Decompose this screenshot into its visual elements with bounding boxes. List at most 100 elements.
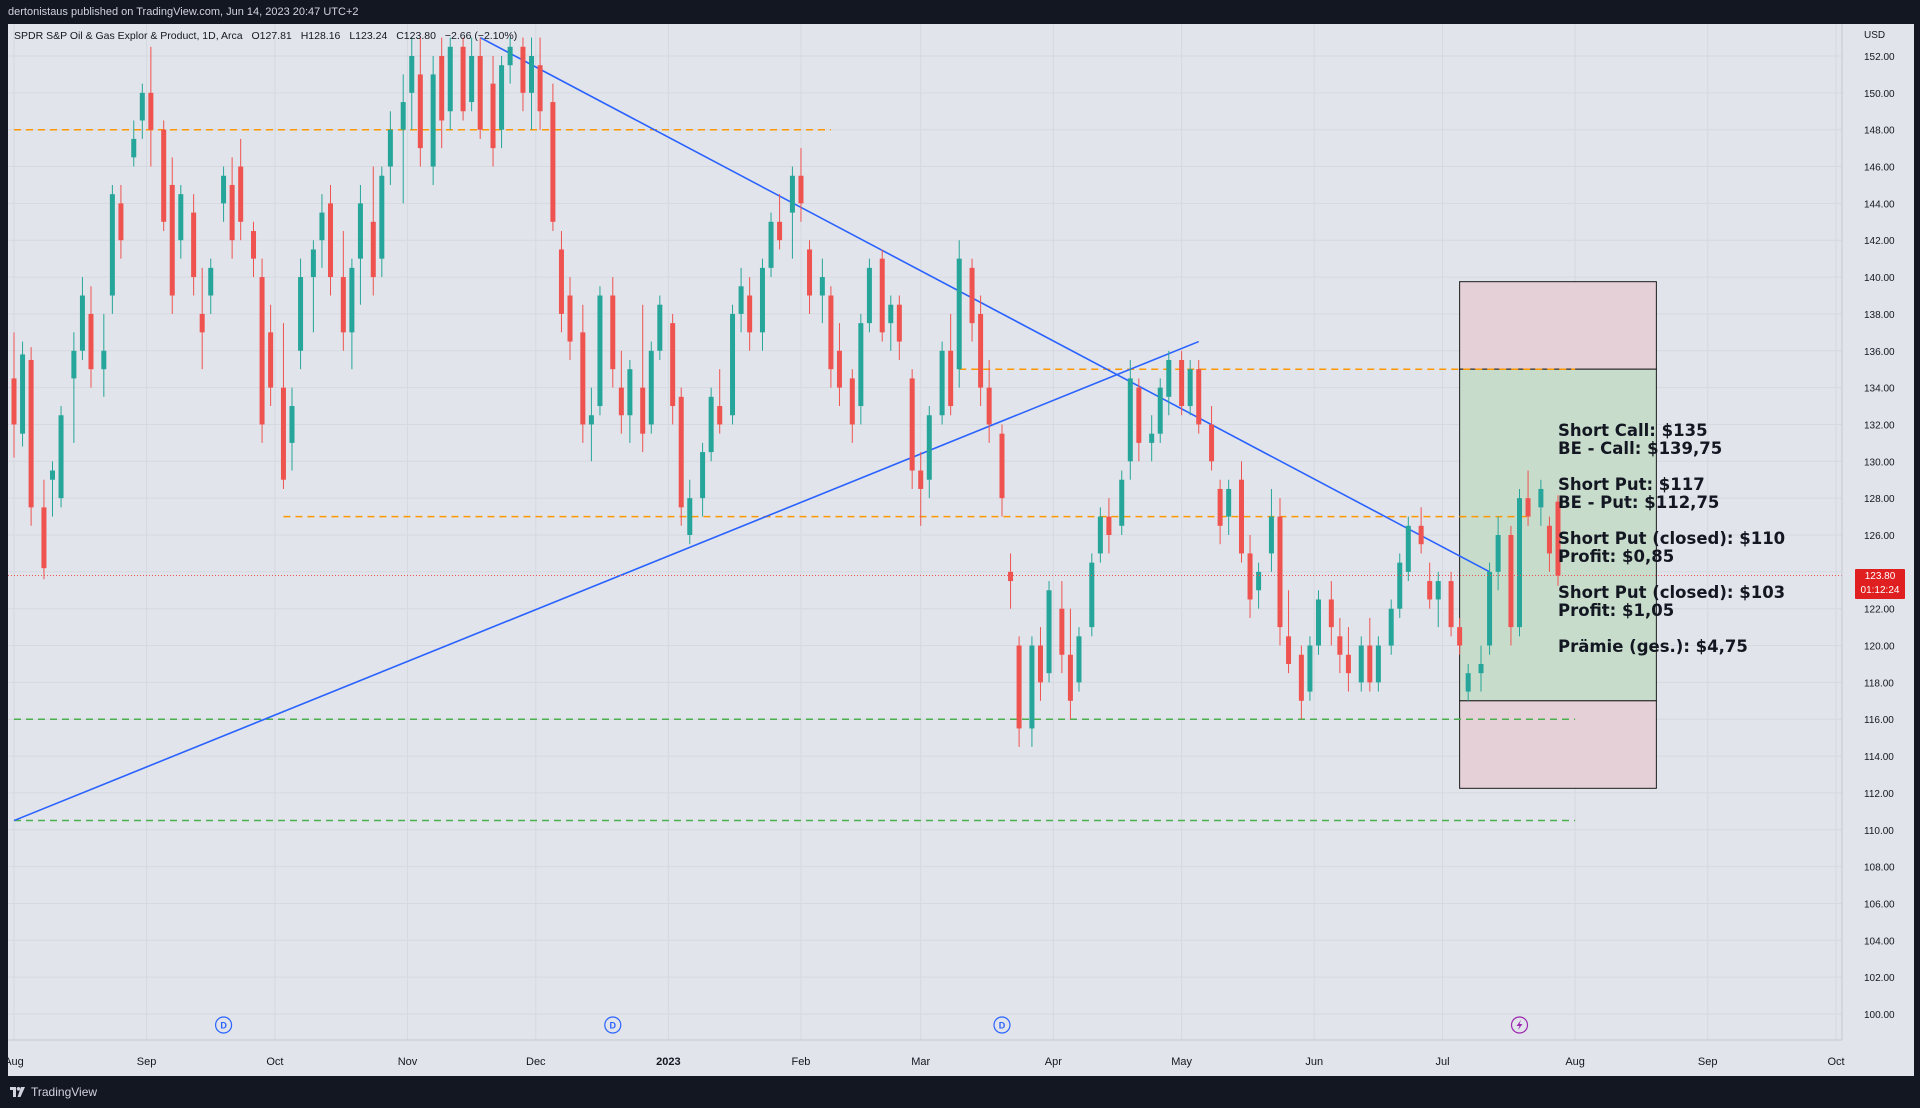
candle-body xyxy=(1196,369,1202,425)
trendline[interactable] xyxy=(13,340,1200,822)
price-tick-label: 130.00 xyxy=(1864,457,1895,468)
candle-body xyxy=(828,295,834,370)
candle-down xyxy=(11,332,17,458)
dividend-marker-label: D xyxy=(999,1021,1006,1031)
candle-body xyxy=(447,46,453,112)
dividend-marker-icon[interactable]: D xyxy=(604,1016,622,1034)
time-tick-label: Dec xyxy=(526,1056,546,1068)
candle-up xyxy=(400,74,406,204)
candle-body xyxy=(747,295,753,333)
candle-body xyxy=(529,56,535,93)
candle-up xyxy=(1405,516,1411,582)
candle-down xyxy=(537,37,543,130)
candle-body xyxy=(28,359,34,508)
candle-down xyxy=(618,350,624,434)
candle-up xyxy=(1187,359,1193,416)
candle-body xyxy=(379,175,385,259)
tradingview-logo[interactable]: TradingView xyxy=(10,1085,97,1099)
price-tick-label: 138.00 xyxy=(1864,310,1895,321)
dividend-marker-icon[interactable]: D xyxy=(993,1016,1011,1034)
price-axis[interactable]: USD 100.00 102.00 104.00 106.00 108.00 110.00 1… xyxy=(1841,24,1914,1040)
price-tick-label: 134.00 xyxy=(1864,384,1895,395)
price-chart[interactable]: USD 100.00 102.00 104.00 106.00 108.00 110.00 1… xyxy=(0,24,1920,1076)
candle-down xyxy=(1008,553,1014,609)
candle-body xyxy=(169,184,175,296)
dividend-marker-label: D xyxy=(220,1021,227,1031)
candle-up xyxy=(708,387,714,462)
candle-down xyxy=(969,258,975,342)
ohlc-low: L123.24 xyxy=(349,30,388,42)
candle-up xyxy=(956,240,962,388)
currency-label: USD xyxy=(1864,30,1885,41)
candle-body xyxy=(969,267,975,324)
candle-down xyxy=(191,194,197,296)
trendline[interactable] xyxy=(479,36,1490,573)
earnings-marker-icon[interactable] xyxy=(1510,1016,1529,1034)
candle-body xyxy=(507,46,513,66)
candle-body xyxy=(41,507,47,569)
candle-up xyxy=(1089,553,1095,637)
candle-up xyxy=(1256,562,1262,609)
candle-body xyxy=(896,304,902,342)
note-line: BE - Call: $139,75 xyxy=(1558,439,1723,458)
candle-down xyxy=(828,286,834,388)
time-tick-label: Mar xyxy=(911,1056,930,1068)
time-tick-label: Aug xyxy=(1565,1056,1585,1068)
candle-down xyxy=(1238,461,1244,563)
candle-down xyxy=(1179,350,1185,416)
candle-up xyxy=(730,304,736,425)
candle-body xyxy=(1046,590,1052,674)
time-axis[interactable]: Aug Sep Oct Nov Dec 2023 Feb Mar Apr May Jun Jul Aug… xyxy=(4,1039,1845,1076)
candle-up xyxy=(1478,645,1484,692)
candle-body xyxy=(109,194,115,296)
candle-body xyxy=(879,258,885,333)
candle-down xyxy=(1448,571,1454,637)
candle-body xyxy=(1328,599,1334,628)
candle-down xyxy=(1277,498,1283,646)
ohlc-close: C123.80 xyxy=(396,30,436,42)
candle-down xyxy=(1328,581,1334,646)
candle-up xyxy=(131,120,137,167)
price-tick-label: 122.00 xyxy=(1864,605,1895,616)
candle-up xyxy=(759,258,765,351)
candle-down xyxy=(327,184,333,296)
candle-up xyxy=(507,37,513,84)
time-tick-label: Oct xyxy=(266,1056,283,1068)
candle-body xyxy=(1508,535,1514,628)
candle-body xyxy=(400,102,406,130)
candle-body xyxy=(387,129,393,167)
candle-down xyxy=(1525,470,1531,526)
candle-up xyxy=(738,267,744,333)
lower-loss-zone[interactable] xyxy=(1459,700,1657,789)
candle-body xyxy=(558,249,564,314)
candle-body xyxy=(1256,571,1262,591)
candle-down xyxy=(1367,617,1373,692)
candle-body xyxy=(1478,663,1484,674)
candle-body xyxy=(370,221,376,278)
time-tick-label: Sep xyxy=(137,1056,157,1068)
candle-body xyxy=(956,258,962,370)
candle-body xyxy=(58,415,64,499)
trendlines[interactable] xyxy=(13,36,1490,822)
candle-body xyxy=(1405,525,1411,572)
upper-loss-zone[interactable] xyxy=(1459,281,1657,370)
candle-body xyxy=(670,323,676,407)
candle-down xyxy=(747,277,753,351)
candle-body xyxy=(627,369,633,416)
candle-down xyxy=(169,157,175,314)
candle-body xyxy=(819,277,825,296)
candle-down xyxy=(1427,562,1433,609)
dividend-marker-icon[interactable]: D xyxy=(214,1016,233,1034)
candle-body xyxy=(1367,645,1373,683)
candle-up xyxy=(49,461,55,517)
candle-body xyxy=(999,433,1005,499)
price-tick-label: 120.00 xyxy=(1864,642,1895,653)
candle-up xyxy=(1538,479,1544,526)
candle-up xyxy=(178,184,184,259)
ohlc-high: H128.16 xyxy=(300,30,341,42)
candle-body xyxy=(1465,673,1471,692)
price-tick-label: 108.00 xyxy=(1864,863,1895,874)
candle-up xyxy=(1166,350,1172,416)
candle-body xyxy=(340,277,346,333)
